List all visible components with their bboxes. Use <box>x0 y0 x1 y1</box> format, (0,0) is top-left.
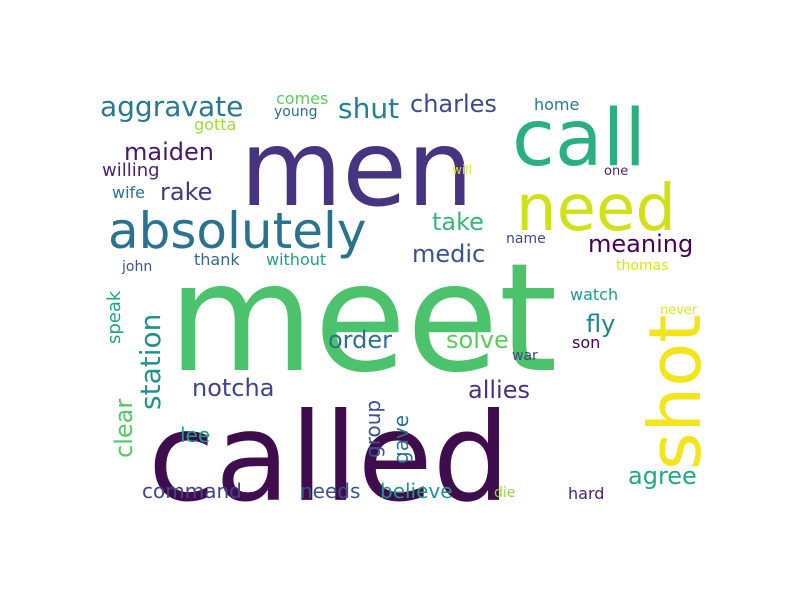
word-agree: agree <box>628 462 697 490</box>
word-maiden: maiden <box>124 138 214 166</box>
word-speak: speak <box>104 290 125 344</box>
word-fly: fly <box>586 310 615 338</box>
word-group: group <box>361 400 385 458</box>
word-wife: wife <box>112 183 145 202</box>
word-men: men <box>240 108 473 230</box>
word-young: young <box>274 104 317 120</box>
word-station: station <box>134 314 167 410</box>
word-rake: rake <box>160 178 212 206</box>
word-meet: meet <box>168 232 558 406</box>
word-called: called <box>148 387 510 529</box>
word-name: name <box>506 231 546 247</box>
word-willing: willing <box>102 160 160 181</box>
word-one: one <box>604 164 628 179</box>
word-john: john <box>121 259 152 275</box>
word-call: call <box>512 94 646 184</box>
word-comes: comes <box>276 89 328 108</box>
word-die: die <box>494 485 515 501</box>
word-watch: watch <box>570 285 618 304</box>
word-solve: solve <box>446 326 509 354</box>
word-meaning: meaning <box>588 230 693 258</box>
word-home: home <box>534 95 579 114</box>
word-charles: charles <box>410 90 497 118</box>
word-lee: lee <box>180 423 210 447</box>
word-notcha: notcha <box>192 374 274 402</box>
word-medic: medic <box>412 240 485 268</box>
word-need: need <box>516 172 676 246</box>
word-without: without <box>266 250 326 269</box>
word-thank: thank <box>194 250 240 269</box>
word-son: son <box>572 333 600 352</box>
word-gotta: gotta <box>194 115 236 134</box>
word-clear: clear <box>110 399 138 458</box>
word-command: command <box>142 479 242 503</box>
word-aggravate: aggravate <box>100 90 243 123</box>
word-hard: hard <box>568 484 604 503</box>
word-needs: needs <box>300 479 360 503</box>
word-absolutely: absolutely <box>108 202 366 260</box>
word-allies: allies <box>468 376 530 404</box>
word-take: take <box>432 208 484 236</box>
word-never: never <box>660 303 698 318</box>
word-order: order <box>328 326 392 354</box>
word-will: will <box>452 163 472 177</box>
word-war: war <box>512 348 538 364</box>
word-gave: gave <box>389 415 413 464</box>
word-believe: believe <box>380 479 453 503</box>
word-thomas: thomas <box>616 258 668 274</box>
word-shot: shot <box>633 315 717 470</box>
word-shut: shut <box>338 92 399 125</box>
